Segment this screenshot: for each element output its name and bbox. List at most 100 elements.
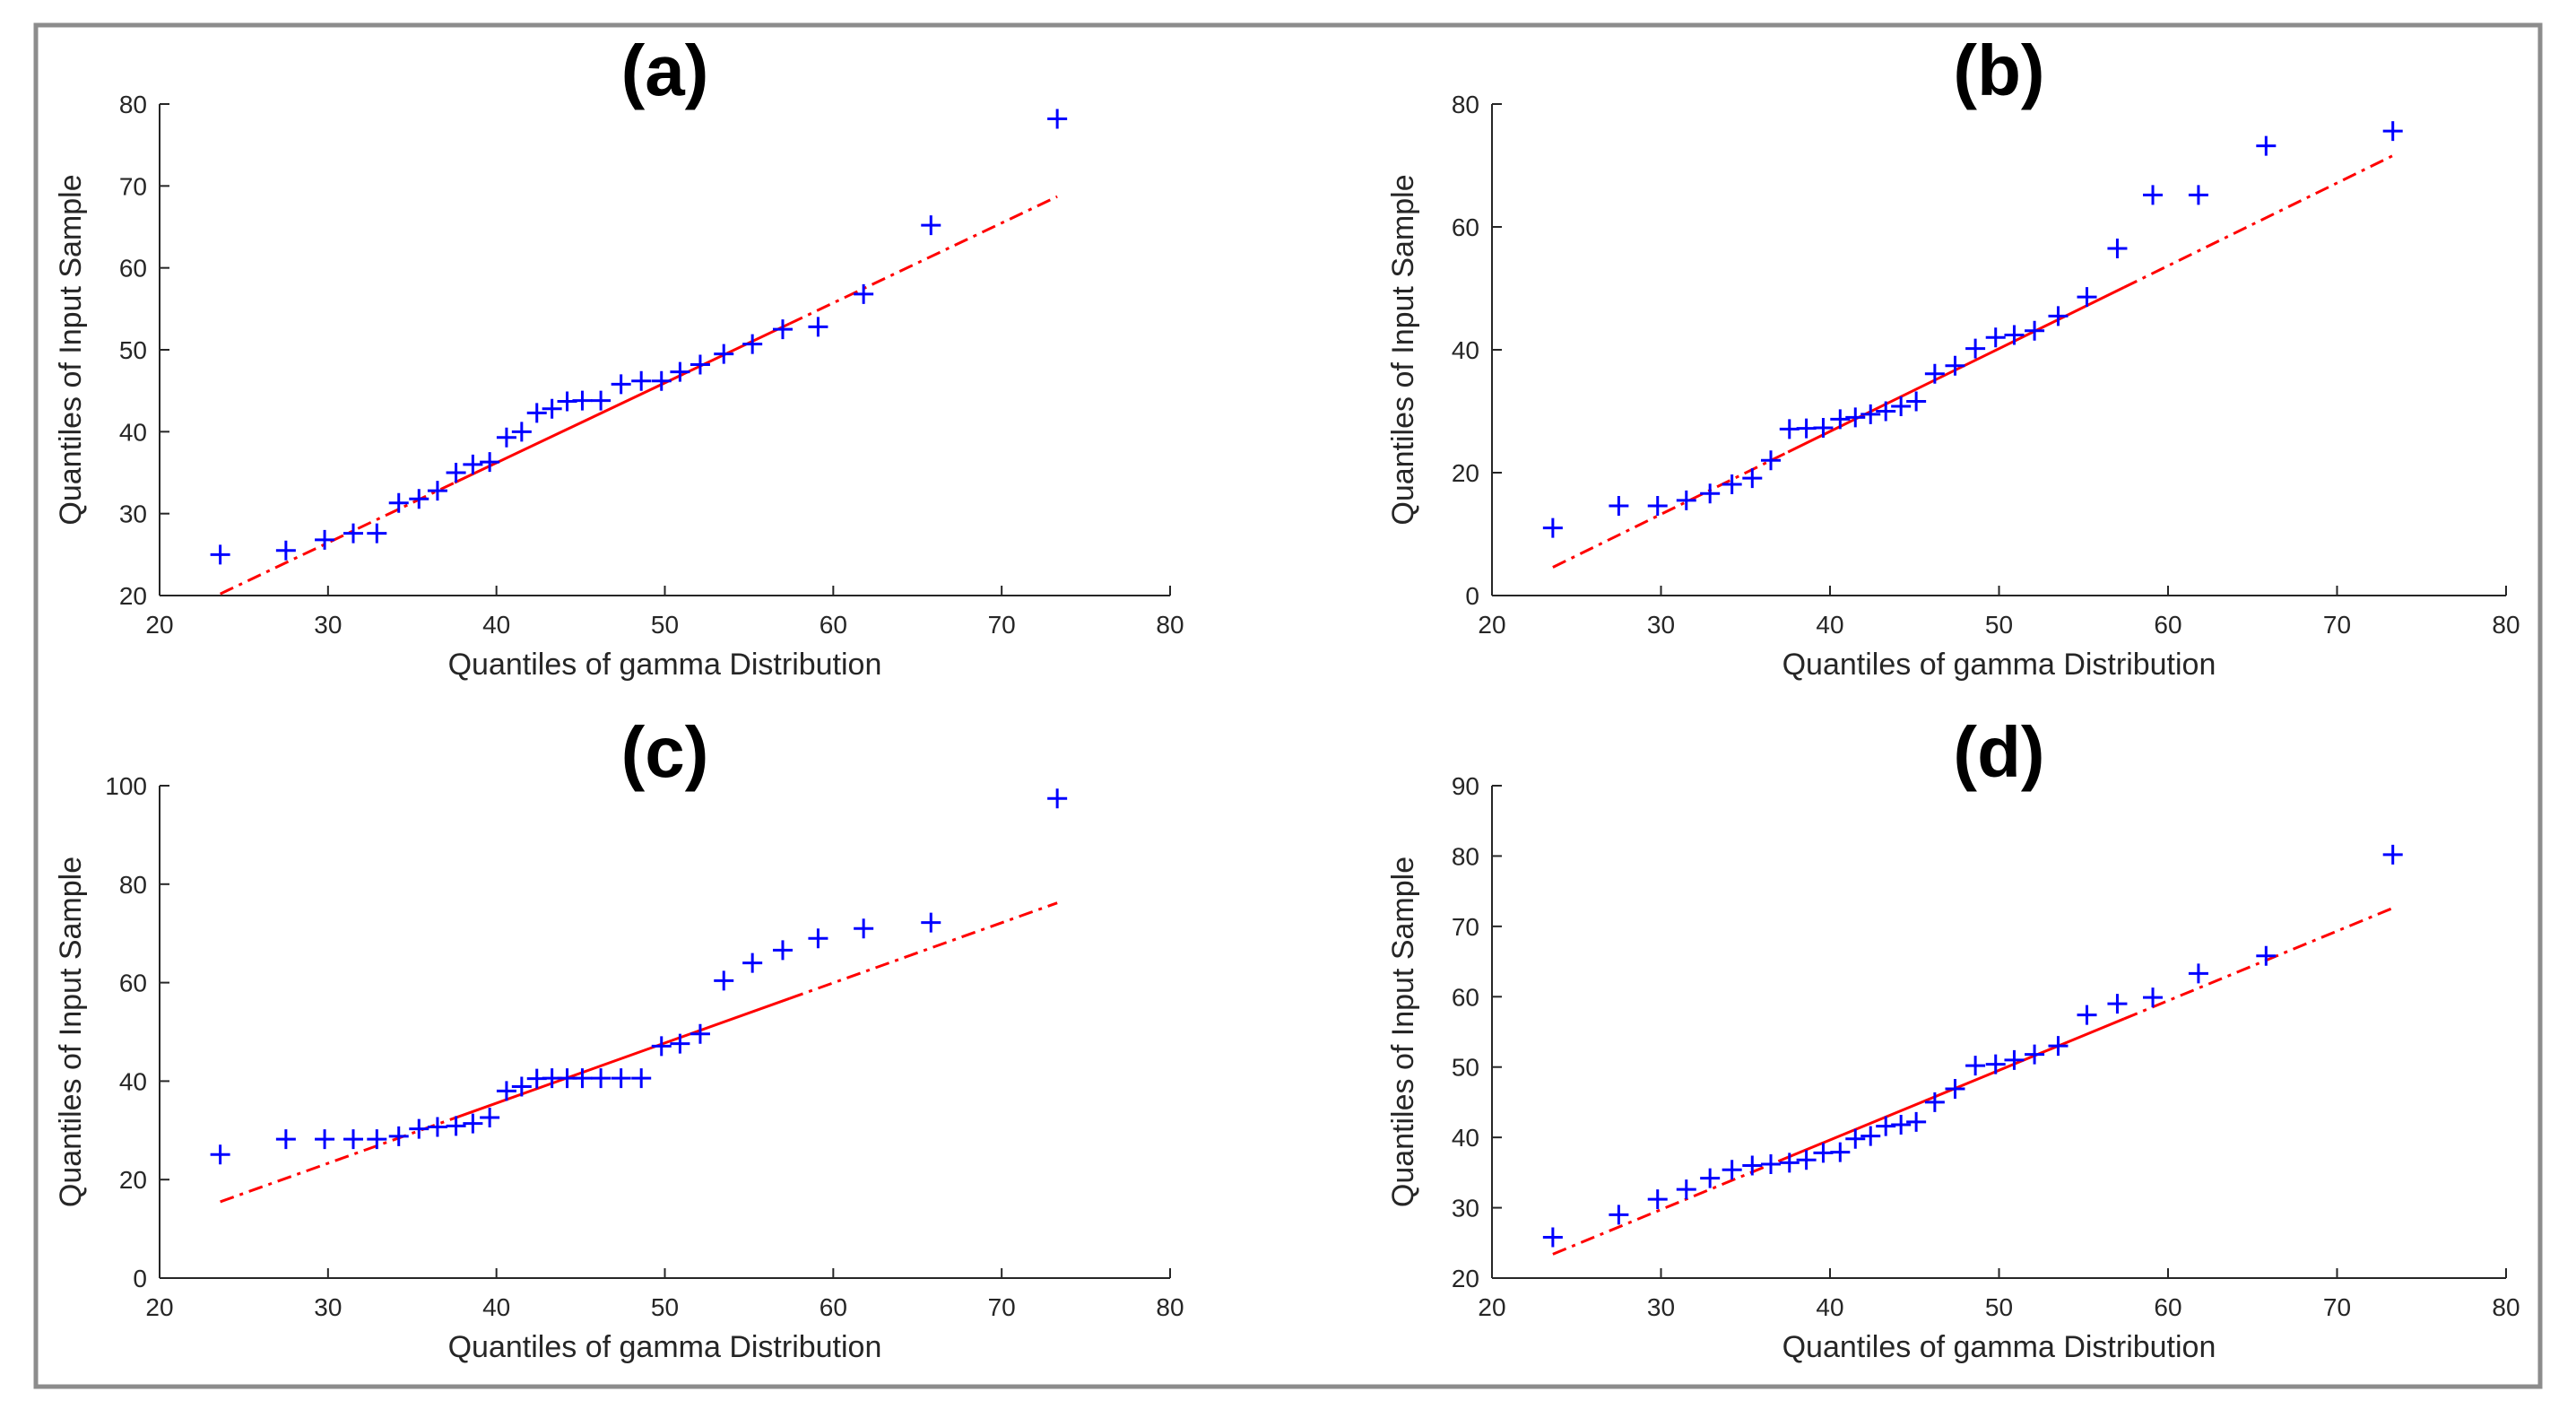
data-point-marker bbox=[651, 370, 672, 391]
data-point-marker bbox=[1542, 1227, 1563, 1248]
data-point-marker bbox=[463, 1113, 483, 1134]
chart-panel-1: (a) 20 30 40 50 60 70 80 20 30 40 50 60 70 80 Quantiles… bbox=[54, 30, 1184, 682]
chart-title: (c) bbox=[621, 712, 709, 792]
data-point-marker bbox=[2188, 963, 2208, 984]
data-point-marker bbox=[1845, 407, 1866, 428]
y-tick-label: 0 bbox=[133, 1265, 147, 1292]
y-tick-label: 70 bbox=[119, 172, 147, 200]
data-point-marker bbox=[1542, 518, 1563, 538]
x-tick-label: 40 bbox=[1816, 611, 1843, 639]
x-tick-label: 80 bbox=[1156, 1293, 1184, 1321]
x-tick-label: 20 bbox=[145, 611, 173, 639]
y-tick-label: 80 bbox=[119, 871, 147, 899]
data-point-marker bbox=[1047, 788, 1068, 809]
data-point-marker bbox=[1860, 404, 1881, 424]
x-tick-label: 50 bbox=[1985, 1293, 2013, 1321]
x-tick-label: 40 bbox=[482, 611, 510, 639]
data-point-marker bbox=[1906, 391, 1927, 412]
x-tick-label: 20 bbox=[1478, 1293, 1505, 1321]
data-point-marker bbox=[1891, 396, 1912, 417]
data-point-marker bbox=[2143, 185, 2164, 205]
data-point-marker bbox=[2256, 135, 2277, 156]
y-tick-label: 20 bbox=[1452, 1265, 1479, 1292]
x-tick-label: 60 bbox=[2154, 1293, 2181, 1321]
data-point-marker bbox=[1876, 401, 1896, 422]
data-point-marker bbox=[480, 452, 500, 473]
data-point-marker bbox=[2004, 325, 2025, 345]
fit-line-quartile-segment bbox=[454, 996, 790, 1120]
data-point-marker bbox=[210, 544, 230, 565]
x-axis-label: Quantiles of gamma Distribution bbox=[448, 648, 882, 682]
data-point-marker bbox=[1722, 474, 1742, 495]
data-point-marker bbox=[2256, 945, 2277, 966]
data-point-marker bbox=[2025, 1044, 2045, 1065]
data-point-marker bbox=[742, 953, 763, 973]
x-tick-label: 60 bbox=[820, 1293, 847, 1321]
data-point-marker bbox=[1945, 1079, 1965, 1100]
data-point-marker bbox=[1830, 409, 1851, 430]
data-point-marker bbox=[315, 529, 335, 550]
data-point-marker bbox=[2025, 320, 2045, 341]
data-point-marker bbox=[2382, 844, 2403, 865]
x-axis-label: Quantiles of gamma Distribution bbox=[448, 1330, 882, 1364]
data-point-marker bbox=[463, 454, 483, 474]
data-point-marker bbox=[714, 970, 734, 991]
data-point-marker bbox=[542, 398, 562, 419]
data-point-marker bbox=[611, 374, 631, 395]
data-point-marker bbox=[1813, 417, 1834, 438]
data-point-marker bbox=[651, 1036, 672, 1057]
data-point-marker bbox=[1779, 419, 1800, 439]
figure-border bbox=[33, 22, 2543, 1389]
fit-line-lower-extension bbox=[1552, 450, 1789, 569]
data-point-marker bbox=[1906, 1111, 1927, 1132]
data-point-marker bbox=[772, 319, 793, 340]
data-point-marker bbox=[1796, 418, 1817, 439]
x-tick-label: 80 bbox=[1156, 611, 1184, 639]
fit-line-quartile-segment bbox=[454, 322, 791, 484]
data-point-marker bbox=[1676, 1179, 1696, 1200]
data-point-marker bbox=[1965, 338, 1986, 359]
data-point-marker bbox=[388, 492, 409, 513]
x-axis-label: Quantiles of gamma Distribution bbox=[1782, 648, 2216, 682]
data-point-marker bbox=[2382, 121, 2403, 142]
data-point-marker bbox=[367, 523, 387, 544]
chart-title: (d) bbox=[1953, 712, 2044, 792]
data-point-marker bbox=[611, 1068, 631, 1089]
data-point-marker bbox=[572, 390, 593, 411]
data-point-marker bbox=[343, 523, 364, 544]
y-tick-label: 50 bbox=[119, 336, 147, 364]
y-axis-label: Quantiles of Input Sample bbox=[54, 857, 88, 1207]
data-point-marker bbox=[480, 1108, 500, 1128]
y-tick-label: 60 bbox=[1452, 213, 1479, 241]
data-point-marker bbox=[1676, 490, 1696, 510]
data-point-marker bbox=[591, 390, 611, 411]
data-point-marker bbox=[591, 1068, 611, 1089]
data-point-marker bbox=[496, 427, 516, 448]
data-point-marker bbox=[1761, 1153, 1782, 1174]
fit-line-upper-extension bbox=[2123, 907, 2394, 1021]
data-point-marker bbox=[854, 918, 874, 939]
data-point-marker bbox=[1985, 1054, 2006, 1074]
data-point-marker bbox=[275, 540, 296, 561]
data-point-marker bbox=[367, 1129, 387, 1150]
x-tick-label: 50 bbox=[651, 1293, 679, 1321]
data-point-marker bbox=[210, 1144, 230, 1165]
data-point-marker bbox=[1945, 355, 1965, 376]
x-tick-label: 60 bbox=[820, 611, 847, 639]
y-tick-label: 40 bbox=[1452, 336, 1479, 364]
y-tick-label: 70 bbox=[1452, 913, 1479, 941]
data-point-marker bbox=[2077, 287, 2097, 308]
data-point-marker bbox=[1609, 495, 1629, 516]
y-tick-label: 20 bbox=[119, 1166, 147, 1194]
fit-line-lower-extension bbox=[220, 1117, 455, 1204]
data-point-marker bbox=[1813, 1143, 1834, 1163]
data-point-marker bbox=[1761, 450, 1782, 471]
y-tick-label: 60 bbox=[119, 970, 147, 997]
data-point-marker bbox=[631, 370, 652, 391]
y-axis-label: Quantiles of Input Sample bbox=[54, 174, 88, 525]
x-tick-label: 30 bbox=[1647, 1293, 1675, 1321]
x-tick-label: 50 bbox=[651, 611, 679, 639]
data-point-marker bbox=[921, 215, 941, 236]
